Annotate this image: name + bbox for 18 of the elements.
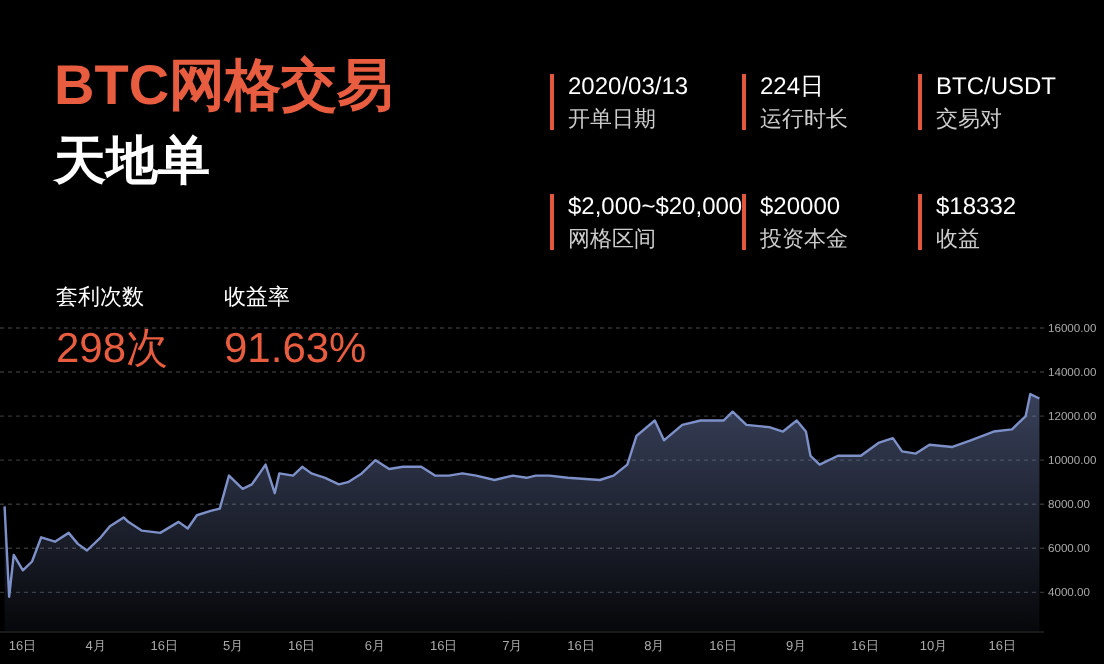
text: 收益率 [224,284,290,310]
text: 套利次数 [56,284,144,310]
text: BTC/USDT [936,72,1058,100]
annotation: 91.63% [224,326,367,372]
text: $2,000~$20,000 [568,192,743,220]
text: 2020/03/13 [568,72,689,100]
annotation: 298次 [56,326,169,372]
text: 交易对 [936,106,1002,132]
text: 运行时长 [760,106,848,132]
text: $20000 [760,192,841,220]
text: 224日 [760,72,825,100]
text: 网格区间 [568,228,656,252]
text: 收益 [936,228,980,252]
text: $18332 [936,192,1017,220]
chart-title: BTC网格交易 [54,54,394,116]
text: 开单日期 [568,106,656,132]
text: 投资本金 [758,226,848,252]
chart-subtitle: 天地单 [52,130,210,190]
